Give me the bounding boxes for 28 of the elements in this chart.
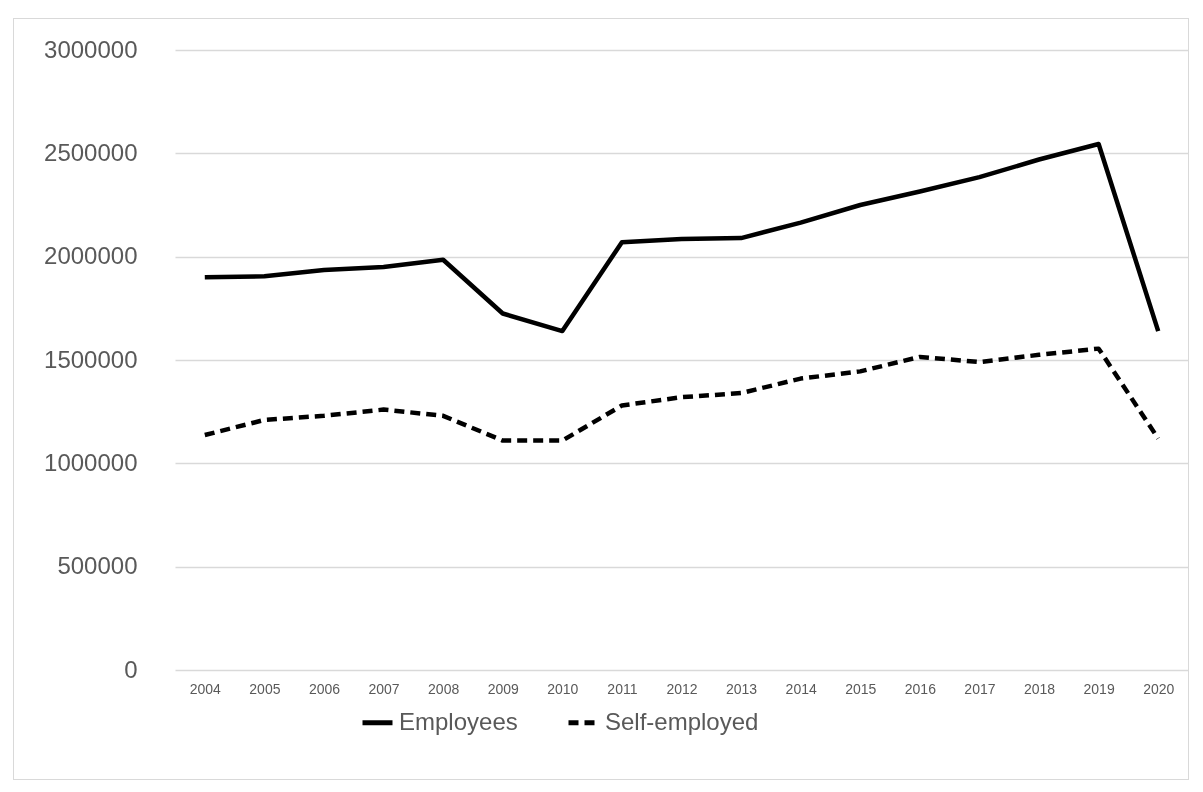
x-tick-label: 2007: [368, 680, 400, 697]
x-tick-label: 2019: [1083, 680, 1115, 697]
line-series: [202, 141, 1161, 334]
x-tick-label: 2005: [249, 680, 281, 697]
x-tick-label: 2006: [308, 680, 341, 697]
x-tick-label: 2017: [964, 680, 996, 697]
y-tick-label: 1500000: [44, 345, 138, 373]
x-tick-label: 2016: [904, 680, 937, 697]
x-tick-label: 2020: [1143, 680, 1175, 697]
x-tick-label: 2008: [428, 680, 460, 697]
x-tick-label: 2004: [189, 680, 222, 697]
y-tick-label: 1000000: [44, 448, 138, 476]
legend-label: Self-employed: [605, 707, 759, 735]
x-tick-label: 2015: [845, 680, 877, 697]
x-tick-label: 2014: [785, 680, 817, 697]
y-tick-label: 2500000: [44, 138, 138, 166]
x-tick-label: 2013: [726, 680, 758, 697]
x-tick-label: 2009: [487, 680, 520, 697]
x-tick-label: 2018: [1023, 680, 1056, 697]
y-tick-label: 2000000: [44, 242, 138, 270]
legend-label: Employees: [399, 707, 518, 735]
y-tick-label: 500000: [57, 552, 138, 580]
line-series: [202, 346, 1161, 443]
y-tick-label: 3000000: [44, 35, 138, 63]
x-tick-label: 2011: [607, 680, 638, 697]
x-tick-label: 2012: [666, 680, 698, 697]
x-tick-label: 2010: [547, 680, 579, 697]
y-tick-label: 0: [124, 655, 138, 683]
